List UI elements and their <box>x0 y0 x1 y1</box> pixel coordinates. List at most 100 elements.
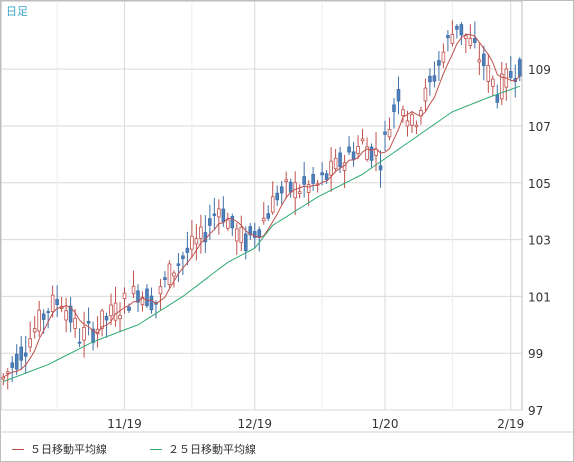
candle-body <box>450 33 455 44</box>
candle-body <box>14 353 19 370</box>
candle-body <box>50 294 55 312</box>
candle-body <box>297 191 302 195</box>
candle-body <box>86 321 91 324</box>
candle-body <box>266 213 271 219</box>
candle-body <box>387 129 392 138</box>
candle-body <box>464 35 468 39</box>
legend-ma5: ５日移動平均線 <box>12 441 107 457</box>
candle-body <box>23 352 28 357</box>
candle-body <box>32 328 37 333</box>
candle-body <box>127 306 131 311</box>
ma25-line <box>3 85 520 383</box>
candle-body <box>68 305 73 323</box>
candle-body <box>176 263 181 266</box>
candle-body <box>158 286 163 295</box>
candle-body <box>28 338 32 348</box>
candle-body <box>64 310 68 321</box>
candle-body <box>392 104 396 112</box>
candle-body <box>279 186 284 194</box>
x-tick-label: 1/20 <box>372 417 399 431</box>
candle-body <box>243 233 248 252</box>
candle-body <box>491 78 495 87</box>
candle-body <box>455 25 459 30</box>
candle-body <box>199 226 203 239</box>
candle-body <box>495 94 500 103</box>
candle-body <box>226 219 230 229</box>
candle-body <box>275 192 280 201</box>
candle-body <box>288 181 293 193</box>
candle-body <box>248 226 253 236</box>
candle-body <box>10 362 15 368</box>
candle-body <box>284 179 288 182</box>
candle-body <box>441 51 446 63</box>
candle-body <box>208 218 212 226</box>
y-tick-label: 107 <box>528 120 551 134</box>
candle-body <box>118 315 122 320</box>
legend-ma5-label: ５日移動平均線 <box>30 443 107 456</box>
candle-body <box>5 371 10 374</box>
candle-body <box>414 124 419 128</box>
candle-body <box>324 173 329 180</box>
candle-body <box>167 263 172 285</box>
candle-body <box>437 60 441 66</box>
candle-body <box>374 148 378 156</box>
candle-body <box>365 146 369 160</box>
candle-body <box>172 272 176 277</box>
candle-body <box>185 247 190 253</box>
candle-body <box>77 341 82 344</box>
candle-body <box>401 109 405 117</box>
candle-body <box>149 295 154 311</box>
legend-ma25-swatch <box>150 448 162 450</box>
candle-body <box>100 310 104 329</box>
candle-body <box>329 160 333 176</box>
y-tick-label: 105 <box>528 177 551 191</box>
candle-body <box>113 302 118 321</box>
candle-body <box>432 75 437 82</box>
candle-body <box>486 64 491 82</box>
candle-body <box>428 75 432 83</box>
candle-body <box>311 173 315 184</box>
candle-body <box>261 217 266 222</box>
candle-body <box>181 255 185 260</box>
period-label: 日足 <box>6 5 28 18</box>
candle-body <box>252 231 257 238</box>
x-tick-label: 12/19 <box>237 417 272 431</box>
candle-body <box>508 71 513 78</box>
ma5-line <box>2 33 521 378</box>
candle-body <box>109 304 113 317</box>
candle-body <box>410 114 414 126</box>
candle-body <box>369 146 374 161</box>
candle-body <box>239 226 244 244</box>
candle-body <box>320 172 324 176</box>
x-tick-label: 11/19 <box>107 417 142 431</box>
candle-body <box>82 327 86 341</box>
candle-body <box>136 290 140 303</box>
candle-body <box>302 176 306 185</box>
candle-body <box>333 157 338 170</box>
candle-body <box>190 235 194 250</box>
candle-body <box>73 317 77 329</box>
y-tick-label: 99 <box>528 347 543 361</box>
candle-body <box>383 131 387 135</box>
candle-body <box>477 59 482 63</box>
candle-body <box>473 37 477 43</box>
y-tick-label: 101 <box>528 290 551 304</box>
candle-body <box>270 196 275 213</box>
candle-body <box>91 328 95 344</box>
y-tick-label: 97 <box>528 404 543 418</box>
candle-body <box>396 89 401 102</box>
candle-body <box>306 184 311 193</box>
candle-body <box>19 346 24 361</box>
candle-body <box>55 299 59 305</box>
candle-body <box>131 285 136 295</box>
candle-body <box>104 315 109 321</box>
candle-body <box>145 288 149 307</box>
candle-body <box>122 292 127 299</box>
candle-body <box>1 376 6 380</box>
candle-body <box>212 213 217 216</box>
candle-body <box>356 146 360 154</box>
legend-ma5-swatch <box>12 448 24 450</box>
candle-body <box>41 313 46 320</box>
candle-body <box>378 165 383 171</box>
